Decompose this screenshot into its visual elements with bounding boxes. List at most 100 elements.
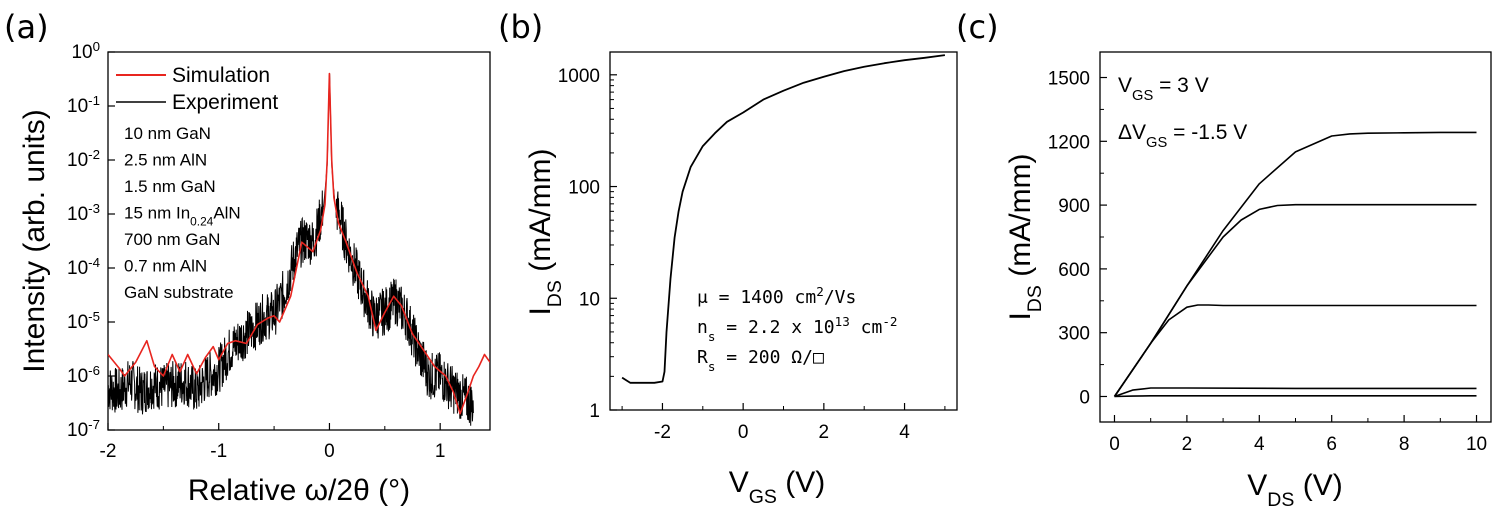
transport-line-part: s bbox=[708, 359, 716, 374]
legend-experiment-label: Experiment bbox=[172, 91, 278, 114]
panel-a-plot-frame bbox=[107, 51, 491, 431]
transport-line-part: 13 bbox=[835, 314, 850, 329]
panel-a-layer-stack-annotation: 10 nm GaN 2.5 nm AlN 1.5 nm GaN 15 nm In0.2… bbox=[124, 124, 241, 302]
x-tick-label: 6 bbox=[1326, 434, 1337, 455]
axis-label-subscript: DS bbox=[1267, 489, 1294, 511]
x-tick-label: 0 bbox=[738, 422, 749, 443]
y-tick-base: 10 bbox=[67, 312, 88, 333]
transport-line-part: /Vs bbox=[824, 287, 857, 308]
x-tick-label: 2 bbox=[1182, 434, 1193, 455]
x-tick-label: -2 bbox=[654, 422, 671, 443]
x-tick-label: 0 bbox=[1109, 434, 1120, 455]
transport-line: ns = 2.2 x 1013 cm-2 bbox=[697, 314, 898, 344]
series-output-curve bbox=[1114, 395, 1477, 398]
transport-line-part: s bbox=[708, 329, 716, 344]
x-tick-label: 0 bbox=[324, 441, 335, 462]
y-tick-exponent: 0 bbox=[93, 39, 100, 54]
transport-line-part: n bbox=[697, 317, 708, 338]
y-tick-base: 10 bbox=[71, 42, 92, 63]
axis-label-subscript: DS bbox=[544, 280, 566, 307]
series-experiment-line bbox=[108, 73, 474, 426]
panel-a-series-group bbox=[108, 72, 490, 426]
y-tick-exponent: -1 bbox=[88, 93, 100, 108]
series-output-curve bbox=[1113, 203, 1477, 397]
y-tick-label: 10-7 bbox=[67, 417, 100, 442]
panel-b-series-group bbox=[621, 54, 946, 384]
panel-b-x-axis-label: VGS (V) bbox=[729, 466, 826, 508]
layer-line: GaN substrate bbox=[124, 283, 234, 302]
y-tick-base: 10 bbox=[67, 420, 88, 441]
panel-c-y-ticks: 0 300 600 900 1200 1500 bbox=[1048, 69, 1107, 408]
y-tick-label: 600 bbox=[1058, 260, 1090, 281]
x-tick-label: 2 bbox=[819, 422, 830, 443]
y-tick-label: 300 bbox=[1058, 324, 1090, 345]
layer-line-part: 15 nm In bbox=[124, 204, 190, 223]
bias-line-part: = -1.5 V bbox=[1167, 121, 1247, 144]
axis-label-units: (V) bbox=[1294, 469, 1342, 502]
bias-line: ΔVGS = -1.5 V bbox=[1118, 121, 1247, 151]
layer-line-part: GaN substrate bbox=[124, 283, 234, 302]
bias-line-part: ΔV bbox=[1118, 121, 1146, 144]
transport-line-part: cm bbox=[850, 317, 883, 338]
panel-b-y-ticks: 1 10 100 1000 bbox=[558, 66, 617, 422]
y-tick-label: 1200 bbox=[1048, 132, 1090, 153]
layer-line: 1.5 nm GaN bbox=[124, 177, 216, 196]
transport-line-part: -2 bbox=[882, 314, 897, 329]
series-output-curve bbox=[1113, 131, 1477, 397]
panel-c-plot-frame bbox=[1099, 51, 1492, 423]
legend-simulation-label: Simulation bbox=[172, 64, 270, 87]
panel-a-x-ticks: -2 -1 0 1 bbox=[100, 423, 446, 462]
panel-b-x-ticks: -2 0 2 4 bbox=[621, 403, 946, 443]
axis-label-main: I bbox=[1004, 312, 1037, 320]
layer-line-part: 10 nm GaN bbox=[124, 124, 211, 143]
y-tick-base: 10 bbox=[67, 366, 88, 387]
panel-b-y-axis-label: IDS (mA/mm) bbox=[524, 148, 566, 315]
transport-line-part: μ = 1400 cm bbox=[697, 287, 816, 308]
series-output-curve bbox=[1114, 387, 1477, 398]
layer-line-part: 0.7 nm AlN bbox=[124, 257, 207, 276]
layer-line-part: 700 nm GaN bbox=[124, 230, 220, 249]
layer-line: 0.7 nm AlN bbox=[124, 257, 207, 276]
x-tick-label: 1 bbox=[435, 441, 446, 462]
axis-label-subscript: DS bbox=[1024, 285, 1046, 312]
panel-a-chart: (a) -2 -1 0 1 10-710-610-510-410-310-210-11… bbox=[4, 8, 491, 507]
axis-label-main: V bbox=[729, 466, 749, 499]
transport-line-part: = 200 Ω/□ bbox=[715, 347, 824, 368]
layer-line: 2.5 nm AlN bbox=[124, 151, 207, 170]
panel-c-y-axis-label: IDS (mA/mm) bbox=[1004, 153, 1046, 320]
y-tick-exponent: -5 bbox=[88, 309, 100, 324]
layer-line: 10 nm GaN bbox=[124, 124, 211, 143]
y-tick-label: 1500 bbox=[1048, 69, 1090, 90]
transport-line-part: R bbox=[697, 347, 708, 368]
layer-line-part: 1.5 nm GaN bbox=[124, 177, 216, 196]
y-tick-label: 1000 bbox=[558, 66, 600, 87]
y-tick-label: 100 bbox=[568, 178, 600, 199]
y-tick-label: 10 bbox=[579, 289, 600, 310]
transport-line-part: = 2.2 x 10 bbox=[715, 317, 834, 338]
panel-b-label: (b) bbox=[498, 8, 543, 46]
layer-line-part: 0.24 bbox=[190, 215, 214, 229]
panel-c-x-axis-label: VDS (V) bbox=[1247, 469, 1342, 511]
layer-line-part: AlN bbox=[213, 204, 240, 223]
y-tick-label: 10-4 bbox=[67, 255, 100, 280]
panel-c-label: (c) bbox=[956, 8, 999, 46]
y-tick-label: 100 bbox=[71, 39, 100, 64]
bias-line-part: GS bbox=[1146, 135, 1167, 151]
series-ids-vgs-line bbox=[621, 54, 946, 384]
panel-c-series-group bbox=[1113, 131, 1477, 398]
panel-c-x-ticks: 0 2 4 6 8 10 bbox=[1109, 415, 1487, 455]
panel-a-y-axis-label: Intensity (arb. units) bbox=[18, 109, 51, 372]
axis-label-main: V bbox=[1247, 469, 1267, 502]
layer-line-part: 2.5 nm AlN bbox=[124, 151, 207, 170]
y-tick-exponent: -2 bbox=[88, 147, 100, 162]
y-tick-exponent: -7 bbox=[88, 417, 100, 432]
layer-line: 15 nm In0.24AlN bbox=[124, 204, 241, 229]
transport-line-part: 2 bbox=[816, 284, 824, 299]
y-tick-label: 0 bbox=[1079, 387, 1090, 408]
axis-label-units: (mA/mm) bbox=[524, 148, 557, 280]
axis-label-units: (V) bbox=[777, 466, 825, 499]
